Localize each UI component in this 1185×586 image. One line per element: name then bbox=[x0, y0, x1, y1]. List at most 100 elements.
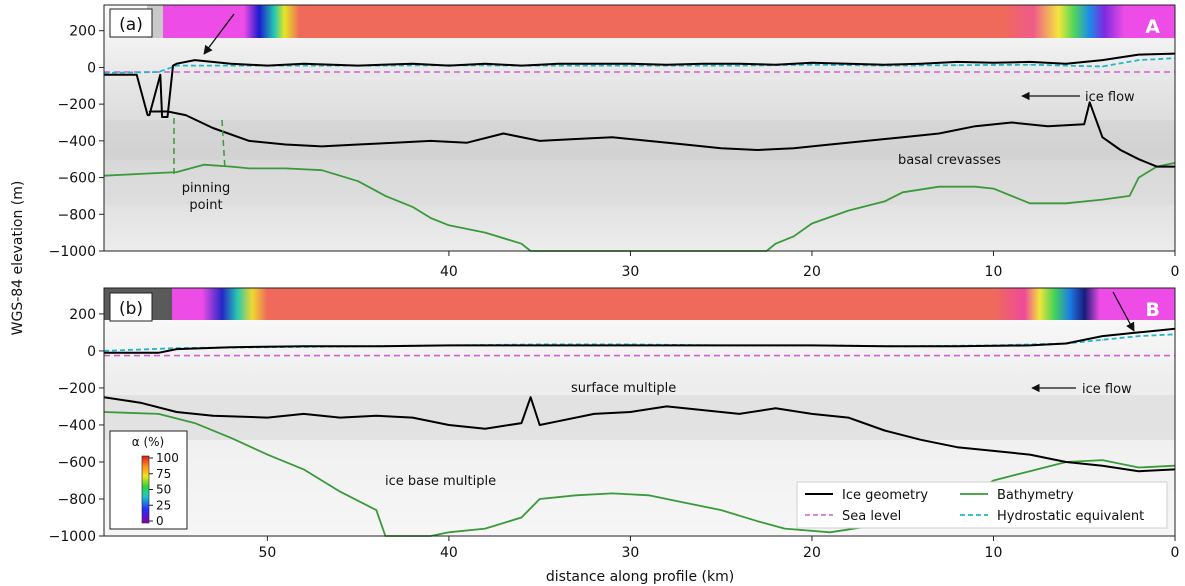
data-point bbox=[811, 222, 813, 225]
data-point bbox=[666, 344, 668, 346]
panel-label-box bbox=[109, 292, 153, 322]
data-point bbox=[847, 63, 849, 65]
colorbar-title: α (%) bbox=[132, 435, 165, 449]
data-point bbox=[339, 417, 341, 419]
x-tick-label: 10 bbox=[985, 264, 1003, 280]
data-point bbox=[230, 346, 232, 348]
data-point bbox=[738, 63, 740, 65]
data-point bbox=[166, 110, 169, 113]
data-point bbox=[176, 411, 178, 413]
data-point bbox=[847, 210, 849, 212]
data-point bbox=[884, 200, 886, 202]
data-point bbox=[303, 63, 305, 65]
data-point bbox=[956, 61, 958, 63]
data-point bbox=[176, 171, 178, 173]
data-point bbox=[412, 206, 414, 208]
x-tick-label: 0 bbox=[1171, 264, 1180, 280]
data-point bbox=[1047, 125, 1049, 127]
x-tick-label: 0 bbox=[1171, 545, 1180, 561]
corner-label: B bbox=[1146, 299, 1160, 321]
data-point bbox=[1156, 330, 1158, 332]
y-tick-label: 200 bbox=[69, 24, 96, 40]
data-point bbox=[575, 494, 577, 496]
data-point bbox=[1101, 59, 1103, 61]
data-point bbox=[539, 64, 541, 66]
data-point bbox=[611, 492, 613, 494]
data-point bbox=[230, 166, 232, 168]
ice-flow-label: ice flow bbox=[1082, 382, 1132, 397]
data-point bbox=[974, 125, 976, 127]
data-point bbox=[666, 64, 668, 66]
colorbar-tick-label: 100 bbox=[156, 451, 179, 465]
data-point bbox=[484, 528, 486, 530]
legend-label-hydro: Hydrostatic equivalent bbox=[997, 509, 1144, 524]
data-point bbox=[303, 65, 305, 67]
data-point bbox=[1029, 470, 1031, 472]
data-point bbox=[1065, 342, 1067, 345]
x-tick-label: 20 bbox=[803, 264, 821, 280]
data-point bbox=[176, 63, 178, 65]
data-point bbox=[147, 114, 149, 116]
y-tick-label: −800 bbox=[58, 492, 96, 508]
pinning-point-label-1: pinning bbox=[182, 181, 230, 196]
data-point bbox=[357, 143, 359, 146]
data-point bbox=[520, 65, 523, 67]
data-point bbox=[938, 186, 940, 188]
data-point bbox=[593, 344, 595, 346]
data-point bbox=[738, 65, 740, 67]
y-tick-label: 0 bbox=[87, 344, 96, 360]
surface-multiple-label: surface multiple bbox=[571, 381, 676, 396]
y-tick-label: −200 bbox=[58, 381, 96, 397]
data-point bbox=[775, 407, 777, 409]
data-point bbox=[956, 345, 958, 347]
data-point bbox=[148, 110, 150, 113]
y-ticks: 200 0 −200 −400 −600 −800 −1000 bbox=[49, 24, 104, 260]
ice-base-multiple-label: ice base multiple bbox=[385, 474, 496, 489]
y-tick-label: −600 bbox=[58, 171, 96, 187]
data-point bbox=[384, 195, 386, 197]
corner-label: A bbox=[1145, 16, 1160, 38]
data-point bbox=[212, 415, 214, 417]
data-point bbox=[593, 65, 595, 67]
data-point bbox=[575, 138, 577, 140]
data-point bbox=[1101, 199, 1103, 201]
data-point bbox=[539, 498, 541, 500]
data-point bbox=[811, 344, 813, 346]
data-point bbox=[1101, 335, 1103, 337]
data-point bbox=[176, 348, 178, 350]
ice-base-line bbox=[149, 101, 1175, 168]
data-point bbox=[811, 62, 813, 64]
data-point bbox=[775, 64, 777, 66]
data-point bbox=[1065, 461, 1067, 463]
data-point bbox=[412, 63, 414, 65]
colorbar-ramp bbox=[141, 455, 150, 524]
data-point bbox=[194, 422, 196, 424]
data-point bbox=[1101, 136, 1103, 138]
data-point bbox=[448, 531, 450, 533]
data-point bbox=[684, 502, 686, 504]
data-point bbox=[611, 136, 613, 138]
data-point bbox=[1083, 123, 1085, 125]
data-point bbox=[1089, 101, 1091, 103]
data-point bbox=[629, 63, 632, 65]
data-point bbox=[448, 344, 450, 346]
data-point bbox=[303, 413, 305, 415]
data-point bbox=[1029, 202, 1031, 204]
axes-frame bbox=[103, 4, 1176, 252]
data-point bbox=[1101, 65, 1103, 68]
data-point bbox=[992, 479, 995, 482]
pinning-marker-2 bbox=[221, 119, 226, 171]
data-point bbox=[212, 127, 214, 129]
data-point bbox=[1138, 158, 1140, 160]
data-point bbox=[557, 63, 559, 65]
data-point bbox=[629, 411, 632, 413]
data-point bbox=[157, 413, 160, 415]
y-tick-label: −800 bbox=[58, 207, 96, 223]
data-point bbox=[684, 143, 686, 146]
data-point bbox=[172, 65, 174, 67]
data-point bbox=[357, 180, 359, 182]
ice-geometry-line bbox=[104, 52, 1176, 118]
data-point bbox=[938, 132, 940, 135]
data-point bbox=[992, 62, 995, 64]
